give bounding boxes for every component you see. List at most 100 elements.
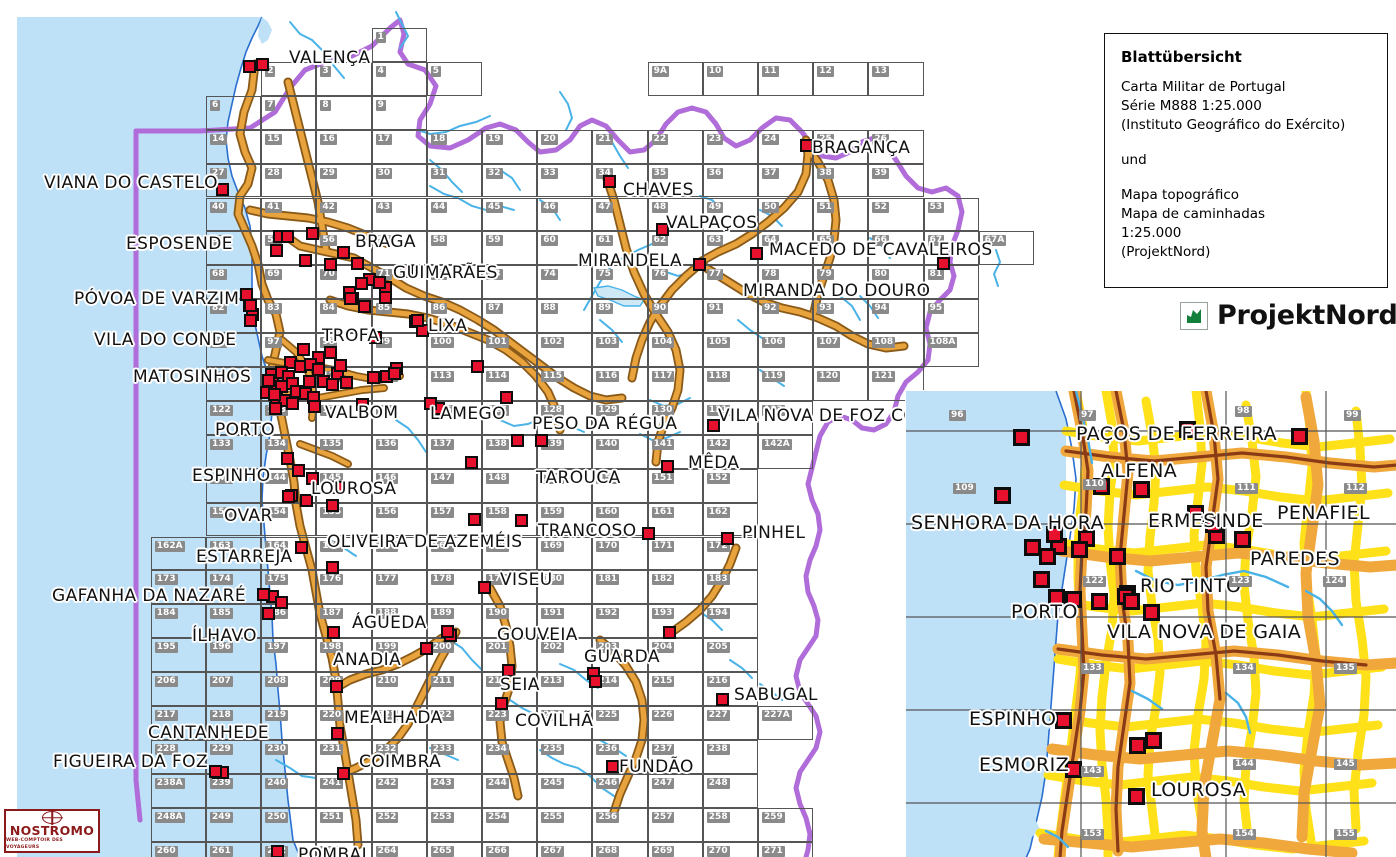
sheet-cell[interactable] (702, 468, 758, 503)
sheet-cell[interactable] (426, 706, 482, 740)
sheet-cell[interactable] (426, 129, 482, 164)
sheet-cell[interactable] (261, 61, 317, 96)
sheet-cell[interactable] (647, 400, 703, 435)
sheet-cell[interactable] (316, 299, 372, 334)
sheet-cell[interactable] (813, 61, 869, 96)
sheet-cell[interactable] (261, 773, 317, 808)
sheet-cell[interactable] (647, 706, 703, 740)
sheet-cell[interactable] (702, 163, 758, 198)
sheet-cell[interactable] (537, 434, 593, 469)
sheet-cell[interactable] (150, 739, 206, 774)
sheet-cell[interactable] (868, 129, 924, 164)
sheet-cell[interactable] (592, 163, 648, 198)
sheet-cell[interactable] (537, 672, 593, 706)
sheet-cell[interactable] (371, 434, 427, 469)
sheet-cell[interactable] (537, 807, 593, 842)
sheet-cell[interactable] (537, 739, 593, 774)
sheet-cell[interactable] (647, 333, 703, 367)
sheet-cell[interactable] (206, 434, 262, 469)
sheet-cell[interactable] (482, 163, 538, 198)
sheet-cell[interactable] (647, 841, 703, 857)
sheet-cell[interactable] (647, 61, 703, 96)
sheet-cell[interactable] (702, 367, 758, 401)
sheet-cell[interactable] (426, 299, 482, 334)
sheet-cell[interactable] (537, 773, 593, 808)
sheet-cell[interactable] (702, 299, 758, 334)
sheet-cell[interactable] (150, 773, 206, 808)
sheet-cell[interactable] (813, 333, 869, 367)
sheet-cell[interactable] (647, 672, 703, 706)
sheet-cell[interactable] (426, 841, 482, 857)
sheet-cell[interactable] (702, 672, 758, 706)
sheet-cell[interactable] (261, 841, 317, 857)
sheet-cell[interactable] (537, 163, 593, 198)
sheet-cell[interactable] (702, 265, 758, 300)
sheet-cell[interactable] (150, 638, 206, 673)
sheet-cell[interactable] (316, 468, 372, 503)
sheet-cell[interactable] (426, 367, 482, 401)
sheet-cell[interactable] (371, 468, 427, 503)
sheet-cell[interactable] (371, 638, 427, 673)
sheet-cell[interactable] (371, 61, 427, 96)
sheet-cell[interactable] (426, 739, 482, 774)
sheet-cell[interactable] (868, 299, 924, 334)
sheet-cell[interactable] (482, 502, 538, 537)
sheet-cell[interactable] (923, 333, 979, 367)
sheet-cell[interactable] (371, 231, 427, 266)
sheet-cell[interactable] (537, 367, 593, 401)
sheet-cell[interactable] (647, 129, 703, 164)
sheet-cell[interactable] (261, 95, 317, 130)
sheet-cell[interactable] (702, 773, 758, 808)
sheet-cell[interactable] (371, 536, 427, 571)
sheet-cell[interactable] (316, 604, 372, 639)
sheet-cell[interactable] (813, 163, 869, 198)
sheet-cell[interactable] (647, 570, 703, 605)
sheet-cell[interactable] (261, 163, 317, 198)
sheet-cell[interactable] (647, 163, 703, 198)
sheet-cell[interactable] (758, 333, 814, 367)
sheet-cell[interactable] (647, 739, 703, 774)
sheet-cell[interactable] (426, 434, 482, 469)
sheet-cell[interactable] (316, 129, 372, 164)
sheet-cell[interactable] (592, 468, 648, 503)
sheet-cell[interactable] (371, 807, 427, 842)
sheet-cell[interactable] (592, 536, 648, 571)
sheet-cell[interactable] (592, 773, 648, 808)
sheet-cell[interactable] (758, 265, 814, 300)
sheet-cell[interactable] (592, 739, 648, 774)
sheet-cell[interactable] (647, 367, 703, 401)
sheet-cell[interactable] (426, 333, 482, 367)
sheet-cell[interactable] (371, 95, 427, 130)
sheet-cell[interactable] (702, 604, 758, 639)
sheet-cell[interactable] (702, 61, 758, 96)
sheet-cell[interactable] (371, 773, 427, 808)
sheet-cell[interactable] (316, 163, 372, 198)
sheet-cell[interactable] (261, 129, 317, 164)
sheet-cell[interactable] (371, 739, 427, 774)
sheet-cell[interactable] (426, 468, 482, 503)
sheet-cell[interactable] (316, 197, 372, 232)
sheet-cell[interactable] (426, 61, 482, 96)
sheet-cell[interactable] (482, 434, 538, 469)
sheet-cell[interactable] (206, 502, 262, 537)
sheet-cell[interactable] (206, 367, 262, 401)
sheet-cell[interactable] (206, 739, 262, 774)
sheet-cell[interactable] (813, 265, 869, 300)
sheet-cell[interactable] (537, 129, 593, 164)
sheet-cell[interactable] (813, 367, 869, 401)
sheet-cell[interactable] (426, 502, 482, 537)
sheet-cell[interactable] (702, 739, 758, 774)
sheet-cell[interactable] (592, 502, 648, 537)
sheet-cell[interactable] (482, 841, 538, 857)
sheet-cell[interactable] (592, 434, 648, 469)
sheet-cell[interactable] (316, 672, 372, 706)
sheet-cell[interactable] (261, 672, 317, 706)
sheet-cell[interactable] (868, 367, 924, 401)
sheet-cell[interactable] (537, 638, 593, 673)
sheet-cell[interactable] (647, 265, 703, 300)
sheet-cell[interactable] (371, 604, 427, 639)
sheet-cell[interactable] (592, 299, 648, 334)
sheet-cell[interactable] (206, 604, 262, 639)
sheet-cell[interactable] (371, 706, 427, 740)
sheet-cell[interactable] (206, 638, 262, 673)
